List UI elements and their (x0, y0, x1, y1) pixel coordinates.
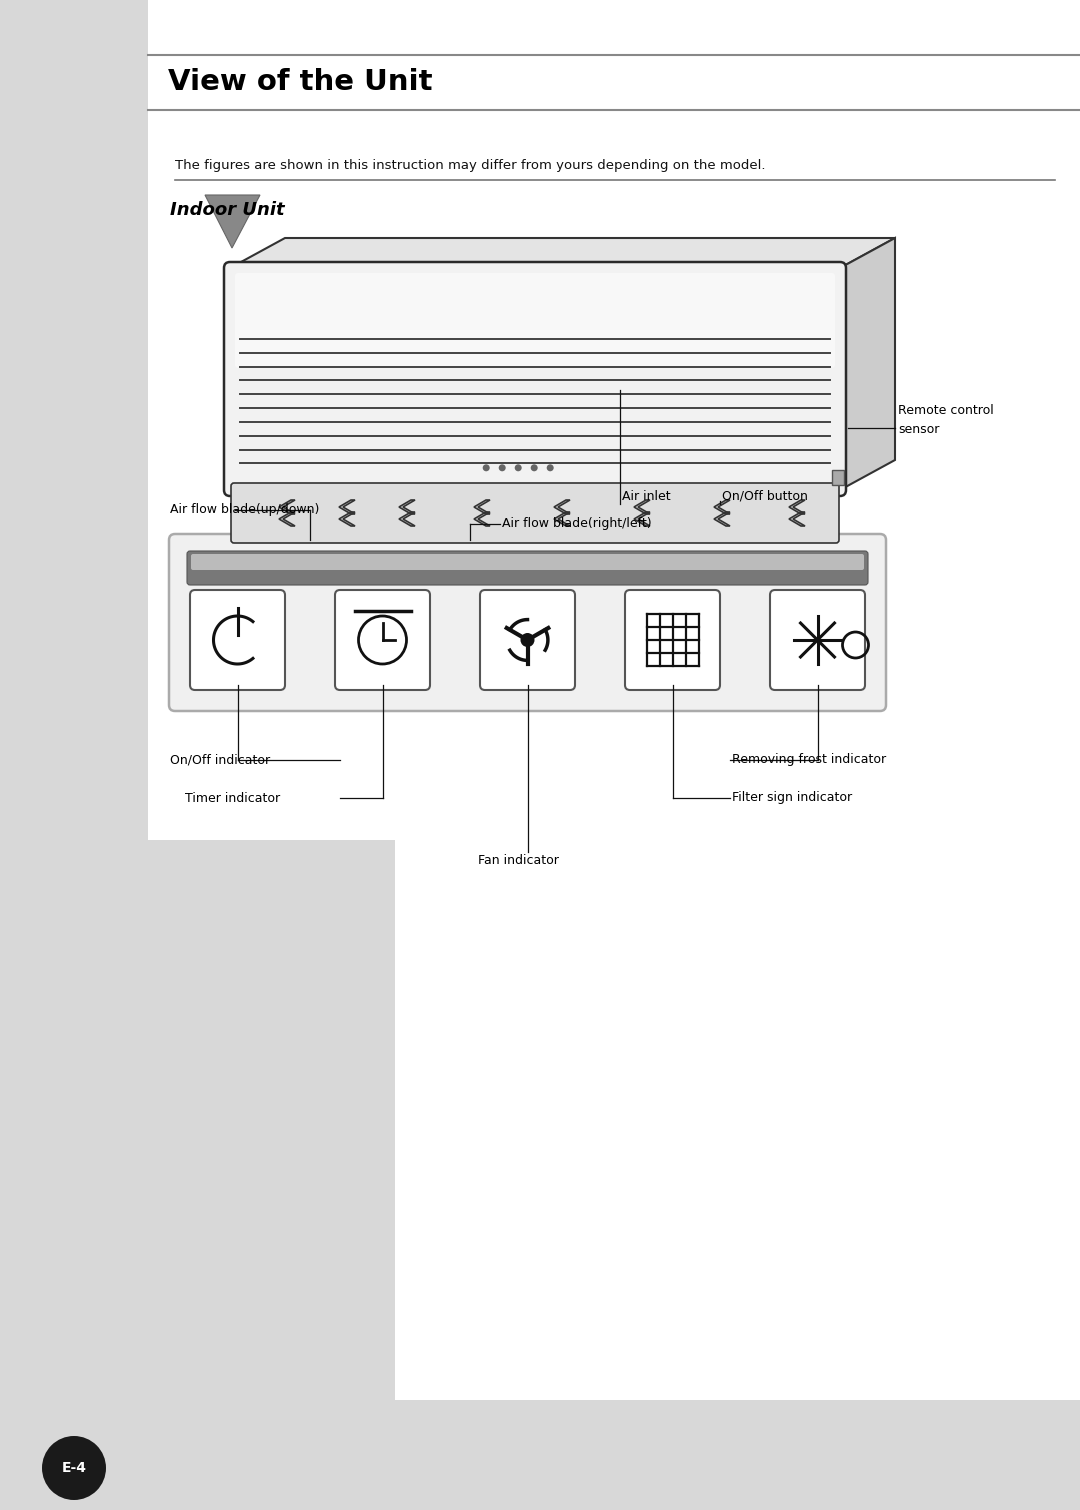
Circle shape (483, 464, 489, 471)
Polygon shape (840, 239, 895, 491)
Text: Fan indicator: Fan indicator (477, 853, 558, 867)
Text: Air inlet: Air inlet (622, 489, 671, 503)
FancyBboxPatch shape (625, 590, 720, 690)
Text: View of the Unit: View of the Unit (168, 68, 432, 97)
Circle shape (499, 464, 505, 471)
Bar (832, 470, 843, 485)
Polygon shape (230, 239, 895, 267)
Text: The figures are shown in this instruction may differ from yours depending on the: The figures are shown in this instructio… (175, 159, 766, 172)
FancyBboxPatch shape (770, 590, 865, 690)
FancyBboxPatch shape (235, 273, 835, 368)
Bar (148, 840, 395, 1400)
Bar (148, 0, 1080, 840)
Circle shape (42, 1436, 106, 1499)
Text: Removing frost indicator: Removing frost indicator (732, 753, 886, 767)
Circle shape (515, 464, 522, 471)
FancyBboxPatch shape (191, 554, 864, 569)
Circle shape (530, 464, 538, 471)
Text: E-4: E-4 (62, 1462, 86, 1475)
Text: Remote control
sensor: Remote control sensor (897, 403, 994, 436)
FancyBboxPatch shape (335, 590, 430, 690)
Polygon shape (205, 195, 260, 248)
FancyBboxPatch shape (187, 551, 868, 584)
FancyBboxPatch shape (168, 535, 886, 711)
Bar (0, 0, 148, 1510)
Text: Filter sign indicator: Filter sign indicator (732, 791, 852, 805)
Circle shape (546, 464, 554, 471)
FancyBboxPatch shape (224, 263, 846, 495)
Text: On/Off indicator: On/Off indicator (170, 753, 270, 767)
FancyBboxPatch shape (231, 483, 839, 544)
Text: Timer indicator: Timer indicator (185, 791, 280, 805)
Text: Air flow blade(up/down): Air flow blade(up/down) (170, 503, 320, 516)
FancyBboxPatch shape (190, 590, 285, 690)
Text: Air flow blade(right/left): Air flow blade(right/left) (502, 518, 651, 530)
Text: Indoor Unit: Indoor Unit (170, 201, 285, 219)
Bar (395, 840, 1080, 1400)
Text: On/Off button: On/Off button (723, 489, 808, 503)
FancyBboxPatch shape (480, 590, 575, 690)
Circle shape (521, 633, 535, 646)
